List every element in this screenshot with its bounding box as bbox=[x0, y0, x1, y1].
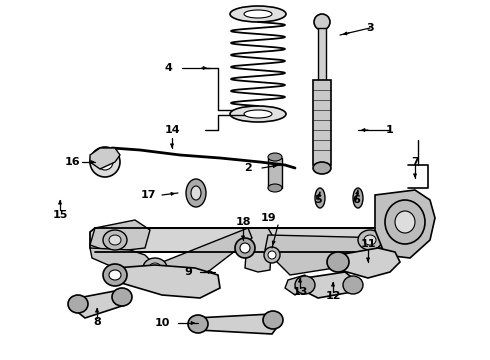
Text: 2: 2 bbox=[244, 163, 252, 173]
Ellipse shape bbox=[186, 179, 206, 207]
Text: 17: 17 bbox=[140, 190, 156, 200]
Ellipse shape bbox=[343, 276, 363, 294]
Ellipse shape bbox=[109, 235, 121, 245]
Ellipse shape bbox=[112, 288, 132, 306]
Polygon shape bbox=[90, 228, 390, 252]
Text: 12: 12 bbox=[325, 291, 341, 301]
Ellipse shape bbox=[264, 247, 280, 263]
Polygon shape bbox=[265, 235, 400, 275]
Text: 6: 6 bbox=[352, 195, 360, 205]
Text: 5: 5 bbox=[314, 195, 322, 205]
Polygon shape bbox=[375, 190, 435, 258]
Bar bbox=[313, 80, 331, 165]
Ellipse shape bbox=[149, 263, 161, 273]
Polygon shape bbox=[285, 275, 308, 295]
Ellipse shape bbox=[240, 243, 250, 253]
Text: 13: 13 bbox=[293, 287, 308, 297]
Polygon shape bbox=[75, 290, 125, 318]
Ellipse shape bbox=[109, 270, 121, 280]
Ellipse shape bbox=[313, 162, 331, 174]
Bar bbox=[318, 28, 326, 83]
Ellipse shape bbox=[103, 264, 127, 286]
Text: 3: 3 bbox=[366, 23, 374, 33]
Ellipse shape bbox=[395, 211, 415, 233]
Ellipse shape bbox=[68, 295, 88, 313]
Text: 19: 19 bbox=[260, 213, 276, 223]
Ellipse shape bbox=[143, 258, 167, 278]
Ellipse shape bbox=[295, 276, 315, 294]
Text: 14: 14 bbox=[164, 125, 180, 135]
Bar bbox=[268, 158, 282, 188]
Polygon shape bbox=[385, 225, 418, 255]
Ellipse shape bbox=[315, 188, 325, 208]
Polygon shape bbox=[195, 314, 278, 334]
Polygon shape bbox=[245, 228, 272, 272]
Ellipse shape bbox=[385, 200, 425, 244]
Ellipse shape bbox=[374, 253, 386, 263]
Ellipse shape bbox=[268, 184, 282, 192]
Ellipse shape bbox=[235, 238, 255, 258]
Ellipse shape bbox=[230, 106, 286, 122]
Text: 15: 15 bbox=[52, 210, 68, 220]
Polygon shape bbox=[115, 265, 220, 298]
Polygon shape bbox=[338, 248, 400, 278]
Text: 7: 7 bbox=[411, 157, 419, 167]
Ellipse shape bbox=[90, 147, 120, 177]
Ellipse shape bbox=[268, 251, 276, 259]
Ellipse shape bbox=[244, 110, 272, 118]
Ellipse shape bbox=[263, 311, 283, 329]
Text: 16: 16 bbox=[64, 157, 80, 167]
Text: 11: 11 bbox=[360, 239, 376, 249]
Polygon shape bbox=[148, 228, 252, 280]
Ellipse shape bbox=[103, 230, 127, 250]
Ellipse shape bbox=[353, 188, 363, 208]
Polygon shape bbox=[90, 248, 155, 272]
Text: 4: 4 bbox=[164, 63, 172, 73]
Ellipse shape bbox=[244, 10, 272, 18]
Ellipse shape bbox=[97, 154, 113, 170]
Ellipse shape bbox=[314, 14, 330, 30]
Text: 9: 9 bbox=[184, 267, 192, 277]
Text: 18: 18 bbox=[235, 217, 251, 227]
Ellipse shape bbox=[327, 252, 349, 272]
Ellipse shape bbox=[188, 315, 208, 333]
Ellipse shape bbox=[268, 153, 282, 161]
Ellipse shape bbox=[358, 230, 382, 250]
Text: 1: 1 bbox=[386, 125, 394, 135]
Ellipse shape bbox=[368, 248, 392, 268]
Text: 10: 10 bbox=[154, 318, 170, 328]
Ellipse shape bbox=[364, 235, 376, 245]
Ellipse shape bbox=[191, 186, 201, 200]
Polygon shape bbox=[90, 220, 150, 252]
Ellipse shape bbox=[230, 6, 286, 22]
Polygon shape bbox=[302, 272, 355, 298]
Text: 8: 8 bbox=[93, 317, 101, 327]
Polygon shape bbox=[90, 148, 120, 169]
